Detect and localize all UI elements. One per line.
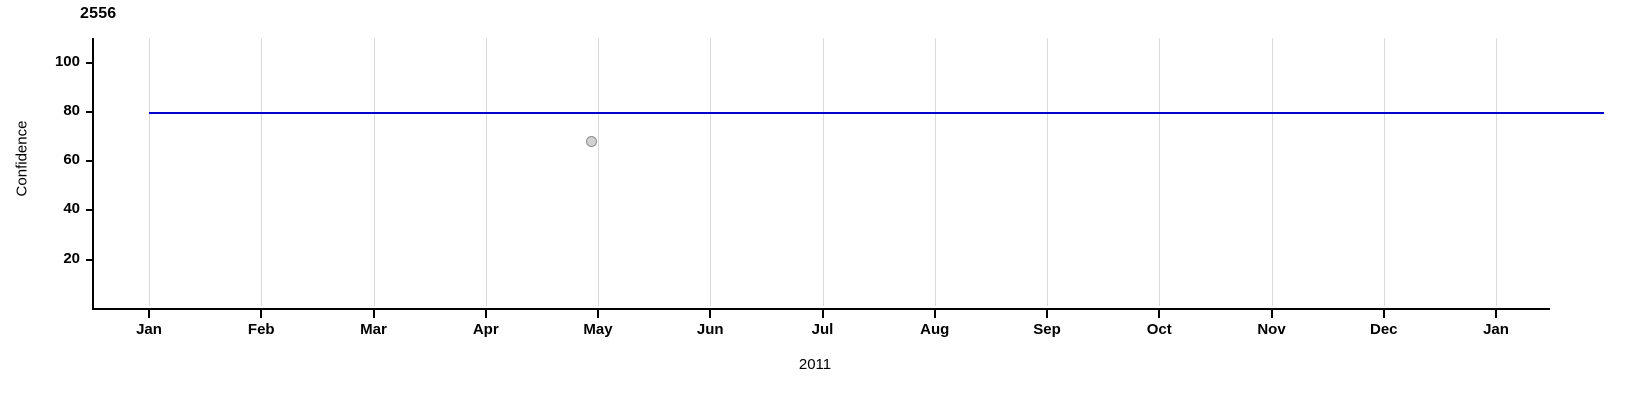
y-tick-mark [86, 258, 93, 261]
x-tick-mark [1270, 310, 1273, 318]
y-tick-label: 20 [63, 249, 80, 267]
x-tick-label: Mar [360, 321, 387, 338]
x-tick-label: Dec [1369, 321, 1398, 338]
gridline [1271, 38, 1273, 306]
y-tick-mark [86, 160, 93, 163]
x-tick-mark [372, 310, 375, 318]
y-tick-mark [86, 61, 93, 64]
x-tick-label: Jul [811, 321, 834, 338]
x-tick-mark [821, 310, 824, 318]
x-axis-title-text: 2011 [798, 356, 832, 373]
y-tick-label: 100 [54, 52, 80, 70]
y-tick-mark [86, 110, 93, 113]
threshold-line [149, 111, 1604, 114]
data-point[interactable] [585, 135, 597, 147]
x-tick-label: May [583, 321, 613, 338]
x-tick-mark [1495, 310, 1497, 318]
x-axis-line [92, 308, 1550, 310]
plot-area [92, 38, 1604, 306]
gridline [373, 38, 375, 306]
gridline [710, 38, 712, 306]
x-tick-label: Apr [472, 321, 499, 338]
x-tick-label: Feb [247, 321, 275, 338]
gridline [1047, 38, 1048, 306]
y-tick-mark [86, 209, 93, 212]
x-tick-mark [597, 310, 599, 318]
gridline [149, 38, 150, 306]
y-axis-title: Confidence [13, 120, 31, 197]
x-tick-label: Nov [1257, 321, 1286, 338]
gridline [1159, 38, 1161, 306]
gridline [598, 38, 599, 306]
x-tick-mark [260, 310, 263, 318]
x-tick-label: Jan [1483, 321, 1509, 338]
x-tick-mark [1158, 310, 1161, 318]
x-tick-mark [933, 310, 936, 318]
gridline [1496, 38, 1497, 306]
gridline [261, 38, 263, 306]
y-axis-line [92, 38, 94, 309]
x-tick-label: Jan [136, 321, 162, 338]
x-tick-mark [709, 310, 712, 318]
x-tick-label: Oct [1146, 321, 1172, 338]
x-tick-label: Sep [1033, 321, 1061, 338]
gridline [485, 38, 487, 306]
chart-title: 2556 [80, 5, 117, 22]
y-tick-label: 40 [63, 200, 80, 218]
x-tick-label: Jun [696, 321, 724, 338]
x-tick-mark [148, 310, 150, 318]
gridline [822, 38, 824, 306]
y-tick-label: 80 [63, 101, 80, 119]
y-tick-label: 60 [63, 151, 80, 169]
x-tick-label: Aug [920, 321, 950, 338]
x-tick-mark [1382, 310, 1385, 318]
x-tick-mark [484, 310, 487, 318]
x-axis-title: 2011 [0, 356, 1650, 373]
x-tick-mark [1046, 310, 1048, 318]
gridline [934, 38, 936, 306]
gridline [1383, 38, 1385, 306]
